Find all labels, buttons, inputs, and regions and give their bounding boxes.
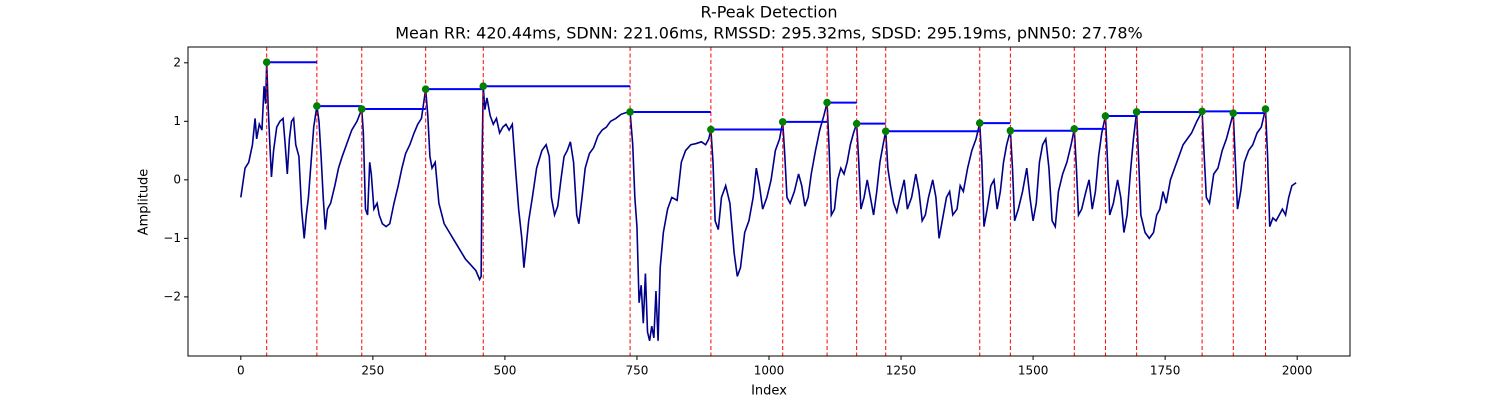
x-axis-label: Index: [751, 384, 787, 399]
signal-line: [240, 62, 1297, 341]
y-tick-label: −1: [163, 231, 181, 245]
peak-marker: [1198, 107, 1206, 116]
peak-marker: [778, 118, 787, 126]
x-tick-label: 250: [361, 364, 384, 378]
x-tick-label: 1250: [886, 364, 917, 378]
chart-title: R-Peak Detection: [700, 3, 837, 22]
peak-marker: [1101, 112, 1110, 120]
plot-frame: [187, 46, 1351, 357]
peak-marker: [1229, 109, 1238, 117]
peak-marker: [1070, 125, 1079, 133]
peak-marker: [313, 102, 321, 110]
peak-marker: [1132, 108, 1141, 116]
y-tick-label: 0: [173, 172, 181, 186]
x-tick-label: 2000: [1282, 364, 1313, 378]
peak-marker: [421, 85, 430, 93]
x-tick-label: 1750: [1150, 364, 1181, 378]
chart-subtitle: Mean RR: 420.44ms, SDNN: 221.06ms, RMSSD…: [395, 24, 1143, 43]
x-tick-label: 500: [493, 364, 516, 378]
peak-marker: [707, 125, 715, 134]
peak-marker: [881, 127, 890, 136]
y-axis-label: Amplitude: [137, 169, 152, 236]
x-tick-label: 1000: [754, 364, 785, 378]
x-tick-label: 750: [626, 364, 649, 378]
peak-marker: [479, 82, 488, 91]
peak-marker: [1261, 105, 1270, 113]
peak-marker: [975, 119, 984, 127]
peak-marker: [626, 108, 634, 116]
y-tick-label: 1: [173, 114, 181, 128]
x-tick-label: 0: [237, 364, 245, 378]
y-tick-label: −2: [163, 289, 181, 303]
peak-marker: [852, 119, 861, 128]
peak-marker: [1006, 126, 1015, 135]
peak-marker: [357, 105, 366, 113]
peak-marker: [823, 98, 831, 107]
y-tick-label: 2: [173, 55, 181, 69]
peak-marker: [262, 58, 271, 67]
x-tick-label: 1500: [1018, 364, 1049, 378]
